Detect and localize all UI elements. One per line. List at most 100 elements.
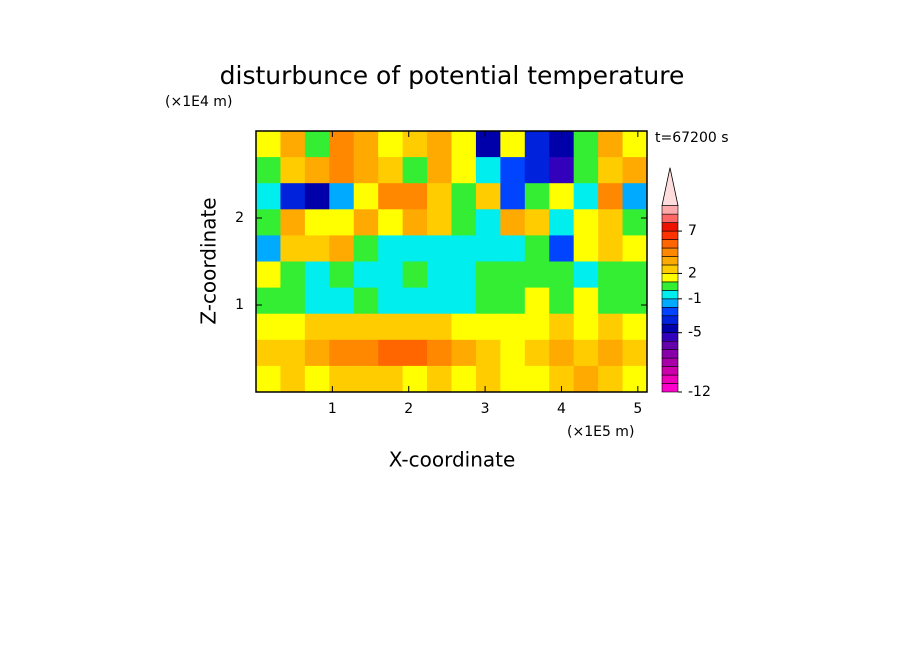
- contour-cell: [304, 157, 330, 184]
- time-annotation: t=67200 s: [655, 130, 729, 146]
- contour-cell: [304, 365, 330, 393]
- contour-cell: [329, 287, 355, 315]
- colorbar-box: [661, 349, 679, 359]
- contour-cell: [598, 287, 624, 315]
- contour-cell: [378, 365, 404, 393]
- colorbar-tick-label: -12: [688, 384, 711, 400]
- y-axis-label: Z-coordinate: [197, 197, 221, 324]
- contour-cell: [622, 183, 648, 210]
- contour-cell: [329, 183, 355, 210]
- contour-cell: [451, 287, 477, 315]
- contour-cell: [451, 261, 477, 289]
- contour-cell: [427, 287, 452, 315]
- contour-cell: [549, 157, 575, 184]
- contour-cell: [329, 131, 355, 158]
- contour-cell: [280, 287, 306, 315]
- contour-cell: [475, 209, 501, 236]
- contour-cell: [427, 157, 452, 184]
- contour-cell: [378, 209, 404, 236]
- x-tick-label: 2: [404, 401, 413, 417]
- contour-cell: [451, 313, 477, 341]
- contour-cell: [451, 235, 477, 262]
- contour-cell: [402, 131, 428, 158]
- contour-cell: [451, 339, 477, 367]
- contour-cell: [256, 131, 281, 158]
- x-tick-label: 3: [481, 401, 490, 417]
- contour-cell: [353, 287, 379, 315]
- contour-cell: [402, 183, 428, 210]
- contour-cell: [549, 313, 575, 341]
- contour-cell: [524, 365, 550, 393]
- contour-cell: [402, 365, 428, 393]
- contour-cell: [524, 235, 550, 262]
- contour-cell: [378, 235, 404, 262]
- contour-cell: [304, 235, 330, 262]
- contour-cell: [475, 313, 501, 341]
- plot-frame: [255, 130, 648, 393]
- contour-cell: [598, 157, 624, 184]
- contour-cell: [475, 339, 501, 367]
- contour-cell: [475, 157, 501, 184]
- colorbar-box: [661, 374, 679, 384]
- contour-cell: [549, 235, 575, 262]
- contour-cell: [353, 339, 379, 367]
- y-tick-label: 2: [235, 210, 244, 226]
- contour-cell: [524, 209, 550, 236]
- contour-cell: [573, 131, 599, 158]
- contour-cell: [622, 365, 648, 393]
- contour-cell: [256, 209, 281, 236]
- contour-cell: [524, 261, 550, 289]
- contour-cell: [353, 313, 379, 341]
- contour-cell: [427, 339, 452, 367]
- contour-cell: [329, 157, 355, 184]
- contour-cell: [573, 261, 599, 289]
- contour-cell: [451, 131, 477, 158]
- contour-cell: [353, 235, 379, 262]
- contour-cell: [622, 313, 648, 341]
- contour-cell: [304, 339, 330, 367]
- colorbar-box: [661, 315, 679, 325]
- contour-cell: [280, 365, 306, 393]
- contour-cell: [500, 183, 526, 210]
- contour-cell: [280, 157, 306, 184]
- colorbar-box: [661, 205, 679, 215]
- contour-cell: [475, 235, 501, 262]
- contour-cell: [256, 183, 281, 210]
- colorbar-box: [661, 306, 679, 317]
- contour-cell: [598, 365, 624, 393]
- colorbar-box: [661, 239, 679, 249]
- colorbar-box: [661, 332, 679, 342]
- colorbar-box: [661, 256, 679, 266]
- contour-cell: [500, 157, 526, 184]
- contour-cell: [402, 157, 428, 184]
- contour-cell: [451, 183, 477, 210]
- contour-cell: [451, 209, 477, 236]
- contour-cell: [329, 313, 355, 341]
- contour-cell: [304, 183, 330, 210]
- contour-cell: [329, 261, 355, 289]
- contour-cell: [475, 365, 501, 393]
- colorbar-box: [661, 247, 679, 257]
- x-tick-label: 1: [328, 401, 337, 417]
- colorbar-extend: [661, 167, 679, 207]
- contour-cell: [378, 183, 404, 210]
- contour-cell: [378, 287, 404, 315]
- contour-cell: [427, 313, 452, 341]
- contour-cell: [451, 157, 477, 184]
- colorbar-box: [661, 281, 679, 291]
- contour-cell: [280, 339, 306, 367]
- contour-cell: [573, 339, 599, 367]
- colorbar-tick-label: 2: [688, 265, 697, 281]
- contour-cell: [256, 287, 281, 315]
- contour-cell: [280, 209, 306, 236]
- colorbar-tick-label: -1: [688, 291, 702, 307]
- colorbar-box: [661, 264, 679, 274]
- contour-cell: [378, 313, 404, 341]
- contour-cell: [549, 261, 575, 289]
- contour-cell: [573, 313, 599, 341]
- contour-cell: [353, 261, 379, 289]
- contour-cell: [598, 261, 624, 289]
- colorbar-box: [661, 273, 679, 283]
- contour-cell: [353, 157, 379, 184]
